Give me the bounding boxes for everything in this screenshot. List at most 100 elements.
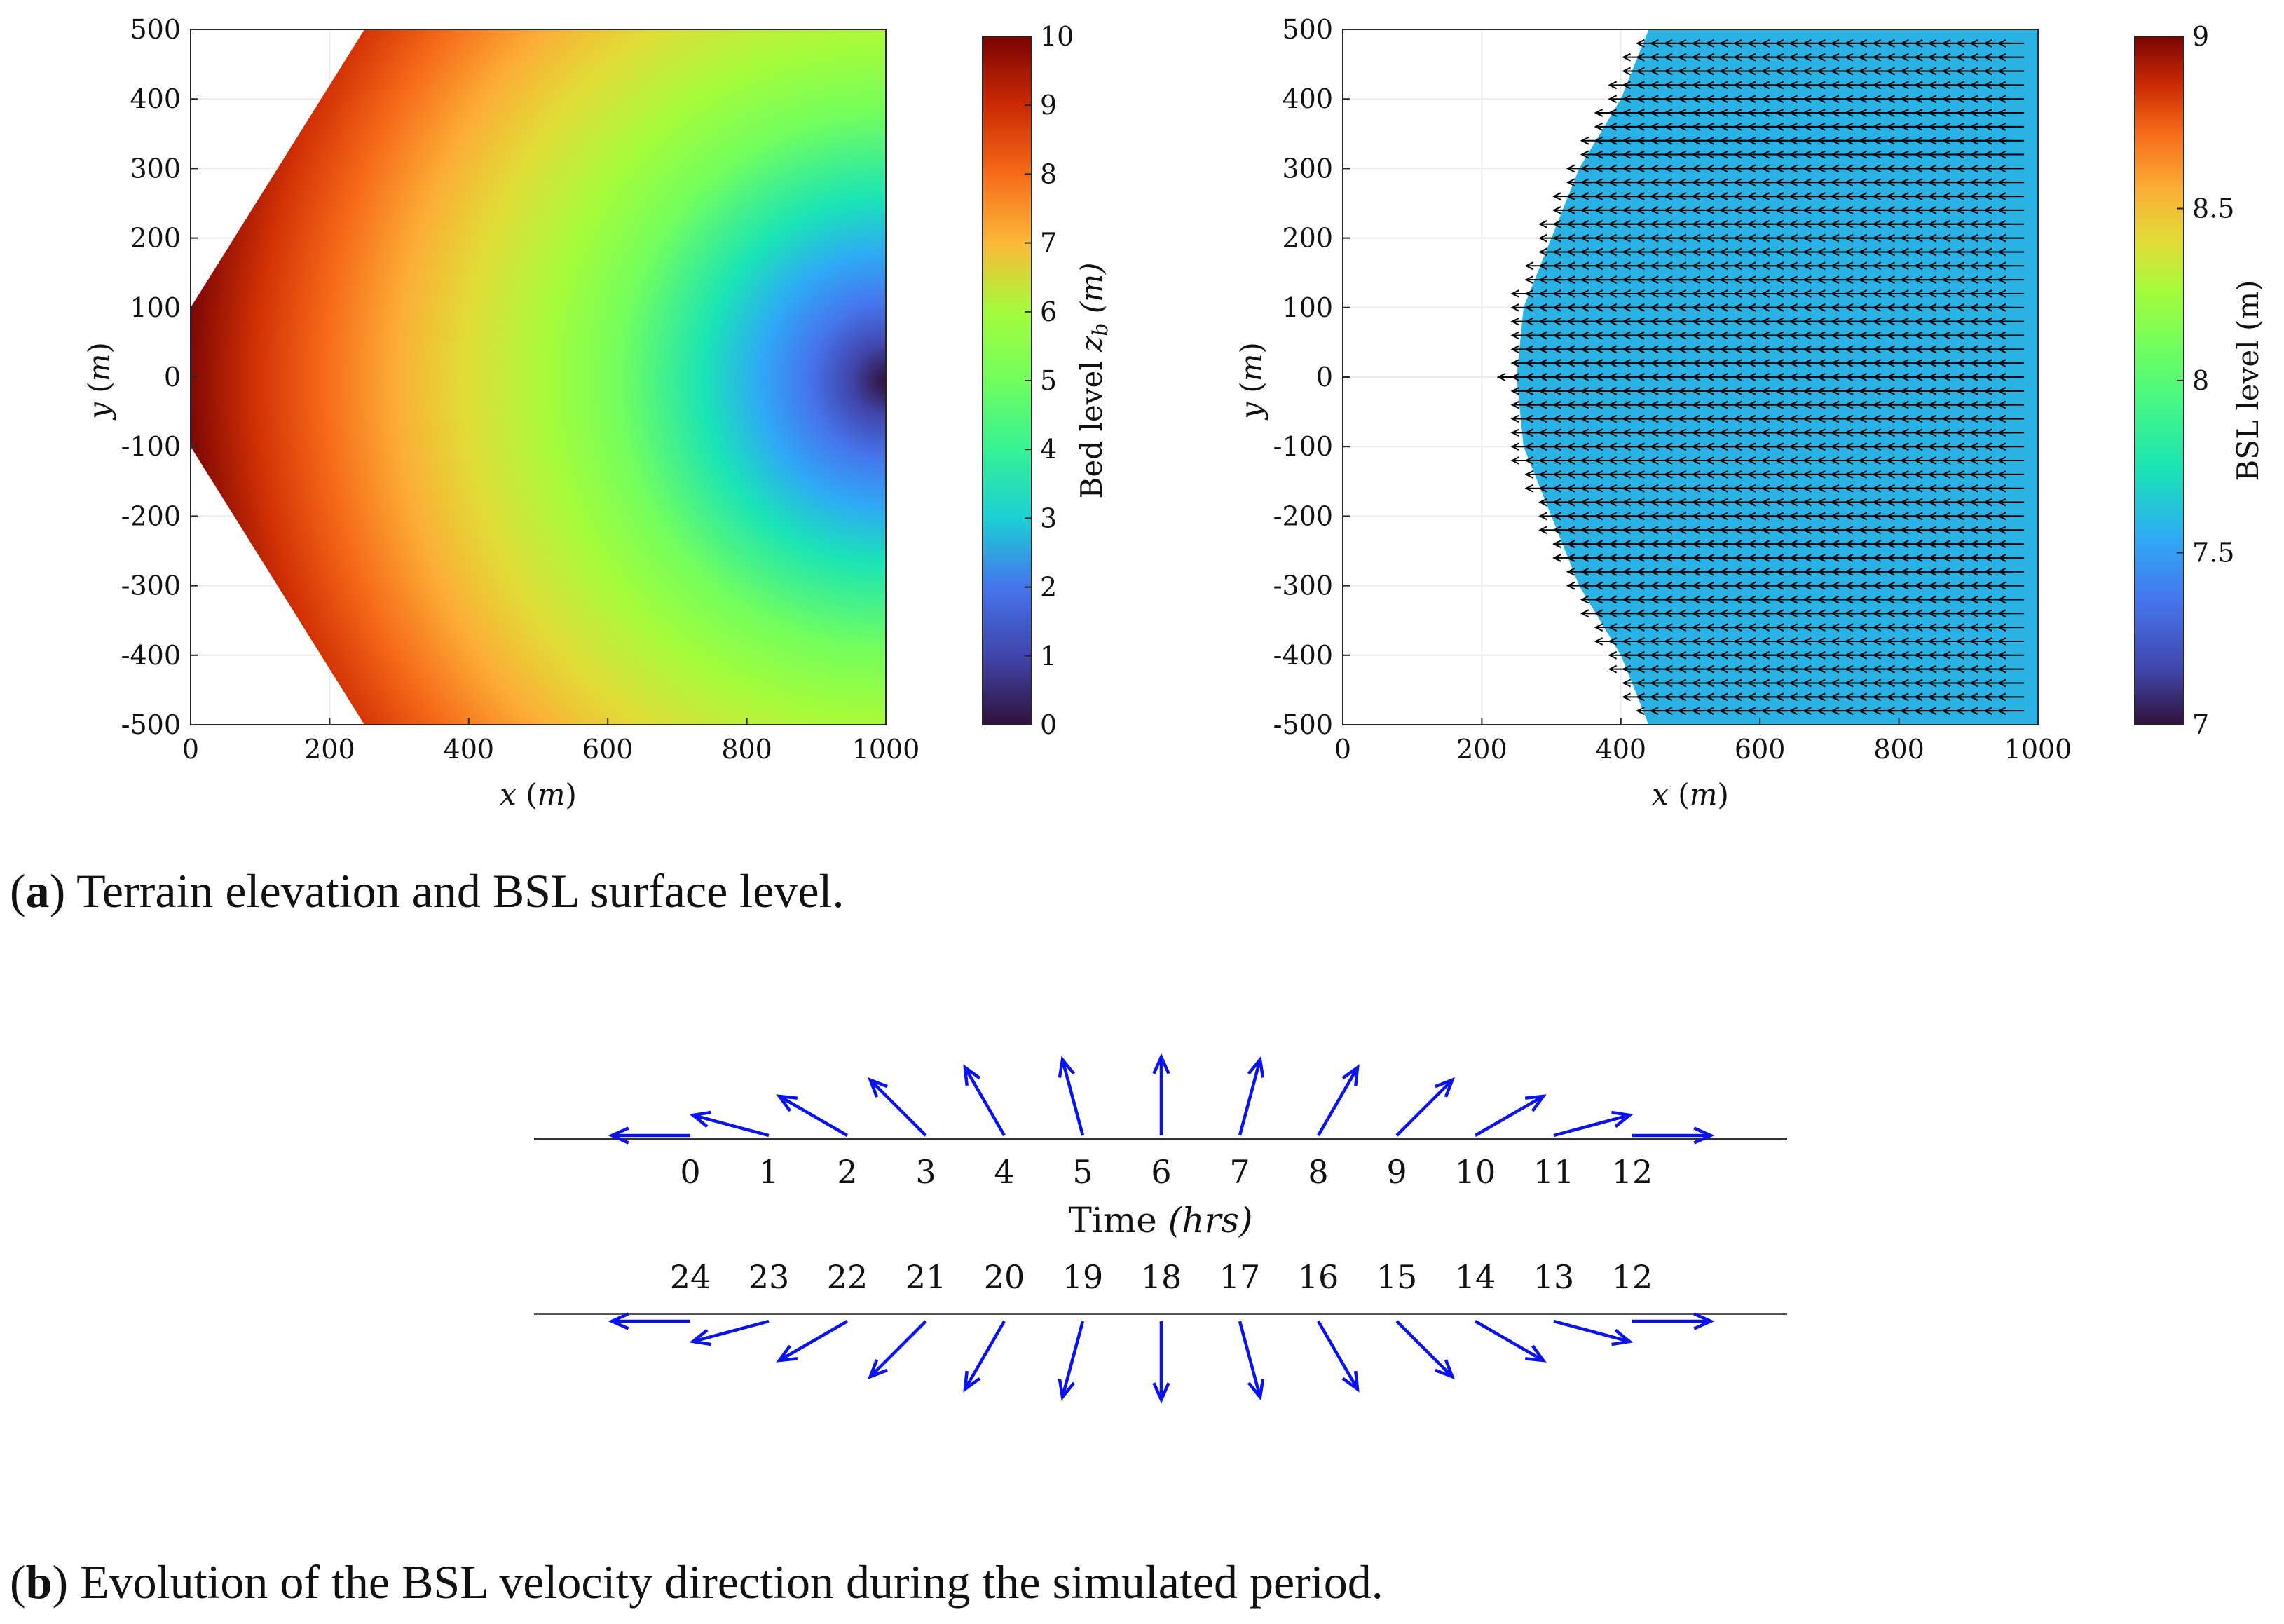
colorbar-tick-label: 7 bbox=[2192, 709, 2209, 740]
terrain-elevation-plot: 0 200 400 600 800 10005004003002001000-100-20… bbox=[82, 14, 1113, 812]
direction-arrow bbox=[1553, 1319, 1634, 1346]
direction-arrow bbox=[608, 1312, 690, 1330]
y-tick-label: 0 bbox=[1316, 362, 1333, 393]
colorbar-tick-label: 8 bbox=[2192, 365, 2209, 396]
y-tick-label: -400 bbox=[1273, 640, 1333, 671]
velocity-arrow bbox=[1636, 39, 1663, 48]
y-tick-label: 300 bbox=[130, 153, 181, 184]
velocity-arrow bbox=[1608, 81, 1635, 90]
velocity-arrow bbox=[1510, 303, 1538, 312]
velocity-arrow bbox=[1594, 637, 1621, 646]
colorbar-tick-label: 7 bbox=[1040, 228, 1057, 259]
colorbar-label-var: z bbox=[1074, 336, 1109, 353]
direction-arrow bbox=[1553, 1110, 1634, 1138]
hour-label: 20 bbox=[984, 1258, 1025, 1296]
caption-b-label: b bbox=[25, 1555, 53, 1609]
y-tick-label: 200 bbox=[1282, 223, 1333, 254]
velocity-arrow bbox=[1510, 400, 1538, 409]
hour-label: 8 bbox=[1308, 1153, 1328, 1191]
velocity-arrow bbox=[1552, 554, 1580, 562]
velocity-arrow bbox=[1580, 136, 1607, 145]
velocity-arrow bbox=[1594, 109, 1621, 117]
y-tick-label: -100 bbox=[121, 431, 181, 462]
x-axis-label: x (m) bbox=[1652, 777, 1729, 812]
x-tick-label: 600 bbox=[1735, 734, 1786, 765]
colorbar-tick-label: 3 bbox=[1040, 503, 1057, 533]
velocity-arrow bbox=[1510, 428, 1538, 437]
y-tick-label: 400 bbox=[1282, 83, 1333, 114]
direction-arrow bbox=[1474, 1320, 1547, 1363]
velocity-arrow bbox=[1510, 317, 1538, 326]
velocity-arrow bbox=[1622, 678, 1649, 688]
time-axis-label: Time (hrs) bbox=[1068, 1200, 1252, 1241]
axis-label-unit: m bbox=[538, 777, 566, 812]
y-tick-label: -300 bbox=[121, 571, 181, 601]
direction-arrow bbox=[689, 1110, 770, 1138]
colorbar-tick-label: 9 bbox=[1040, 90, 1057, 121]
hour-label: 10 bbox=[1455, 1153, 1496, 1191]
axis-label-variable: x bbox=[500, 777, 517, 812]
x-tick-label: 400 bbox=[444, 734, 495, 765]
caption-a-label: a bbox=[25, 864, 50, 917]
velocity-arrow bbox=[1524, 261, 1552, 271]
colorbar-label-sub: b bbox=[1088, 322, 1113, 336]
axis-label-paren: ) bbox=[1234, 342, 1268, 353]
caption-b: (b) Evolution of the BSL velocity direct… bbox=[10, 1555, 1383, 1609]
axis-label-paren: ( bbox=[1234, 381, 1268, 402]
colorbar-tick-label: 9 bbox=[2192, 21, 2209, 52]
axis-label-unit: m bbox=[1234, 354, 1268, 382]
velocity-arrow bbox=[1608, 650, 1635, 660]
velocity-arrow bbox=[1580, 609, 1607, 618]
bsl-level-plot: 0 200 400 600 800 10005004003002001000-100-20… bbox=[1234, 14, 2265, 812]
axis-label-variable: y bbox=[82, 402, 116, 421]
velocity-arrow bbox=[1538, 526, 1566, 535]
direction-arrow bbox=[1632, 1126, 1715, 1145]
velocity-arrow bbox=[1510, 414, 1538, 423]
y-tick-label: -500 bbox=[121, 709, 181, 740]
colorbar-tick-label: 2 bbox=[1040, 572, 1057, 603]
hour-label: 15 bbox=[1376, 1258, 1418, 1296]
x-tick-label: 1000 bbox=[852, 734, 920, 765]
velocity-arrow bbox=[1510, 359, 1538, 368]
x-tick-label: 800 bbox=[1873, 734, 1924, 765]
velocity-arrow bbox=[1566, 164, 1594, 173]
y-tick-label: -300 bbox=[1273, 571, 1333, 601]
x-tick-label: 600 bbox=[582, 734, 634, 765]
velocity-arrow bbox=[1594, 122, 1621, 131]
velocity-arrow bbox=[1580, 150, 1607, 159]
axis-label-paren: ( bbox=[1669, 777, 1690, 812]
direction-arrow bbox=[963, 1320, 1006, 1393]
colorbar-label: Bed level zb (m) bbox=[1074, 263, 1113, 499]
terrain-elevation-field bbox=[191, 29, 886, 725]
direction-arrow bbox=[1058, 1321, 1085, 1401]
velocity-arrow bbox=[1552, 540, 1580, 548]
velocity-arrow bbox=[1510, 331, 1538, 340]
x-tick-label: 200 bbox=[304, 734, 355, 765]
hour-label: 7 bbox=[1229, 1153, 1250, 1191]
y-tick-label: -200 bbox=[1273, 500, 1333, 531]
velocity-arrow bbox=[1580, 595, 1607, 604]
hour-label: 18 bbox=[1141, 1258, 1182, 1296]
colorbar-tick-label: 4 bbox=[1040, 434, 1057, 465]
direction-arrow bbox=[776, 1320, 849, 1363]
y-tick-label: 0 bbox=[164, 362, 181, 393]
axis-label-paren: ) bbox=[565, 777, 576, 812]
velocity-arrow bbox=[1594, 623, 1621, 632]
colorbar-tick-label: 6 bbox=[1040, 296, 1057, 327]
direction-arrow bbox=[963, 1064, 1006, 1137]
x-tick-label: 0 bbox=[182, 734, 199, 765]
y-tick-label: 500 bbox=[1282, 14, 1333, 45]
y-tick-label: 300 bbox=[1282, 153, 1333, 184]
direction-arrow bbox=[1058, 1056, 1085, 1136]
velocity-arrow bbox=[1510, 386, 1538, 395]
colorbar-label: BSL level (m) bbox=[2231, 280, 2265, 481]
y-tick-label: 200 bbox=[130, 223, 181, 254]
colorbar-tick-label: 0 bbox=[1040, 709, 1057, 740]
hour-label: 12 bbox=[1612, 1258, 1653, 1296]
y-tick-label: -500 bbox=[1273, 709, 1333, 740]
x-tick-label: 200 bbox=[1456, 734, 1507, 765]
colorbar-tick-label: 8 bbox=[1040, 158, 1057, 189]
colorbar-bsl-level bbox=[2134, 36, 2184, 725]
velocity-arrow bbox=[1510, 456, 1538, 465]
